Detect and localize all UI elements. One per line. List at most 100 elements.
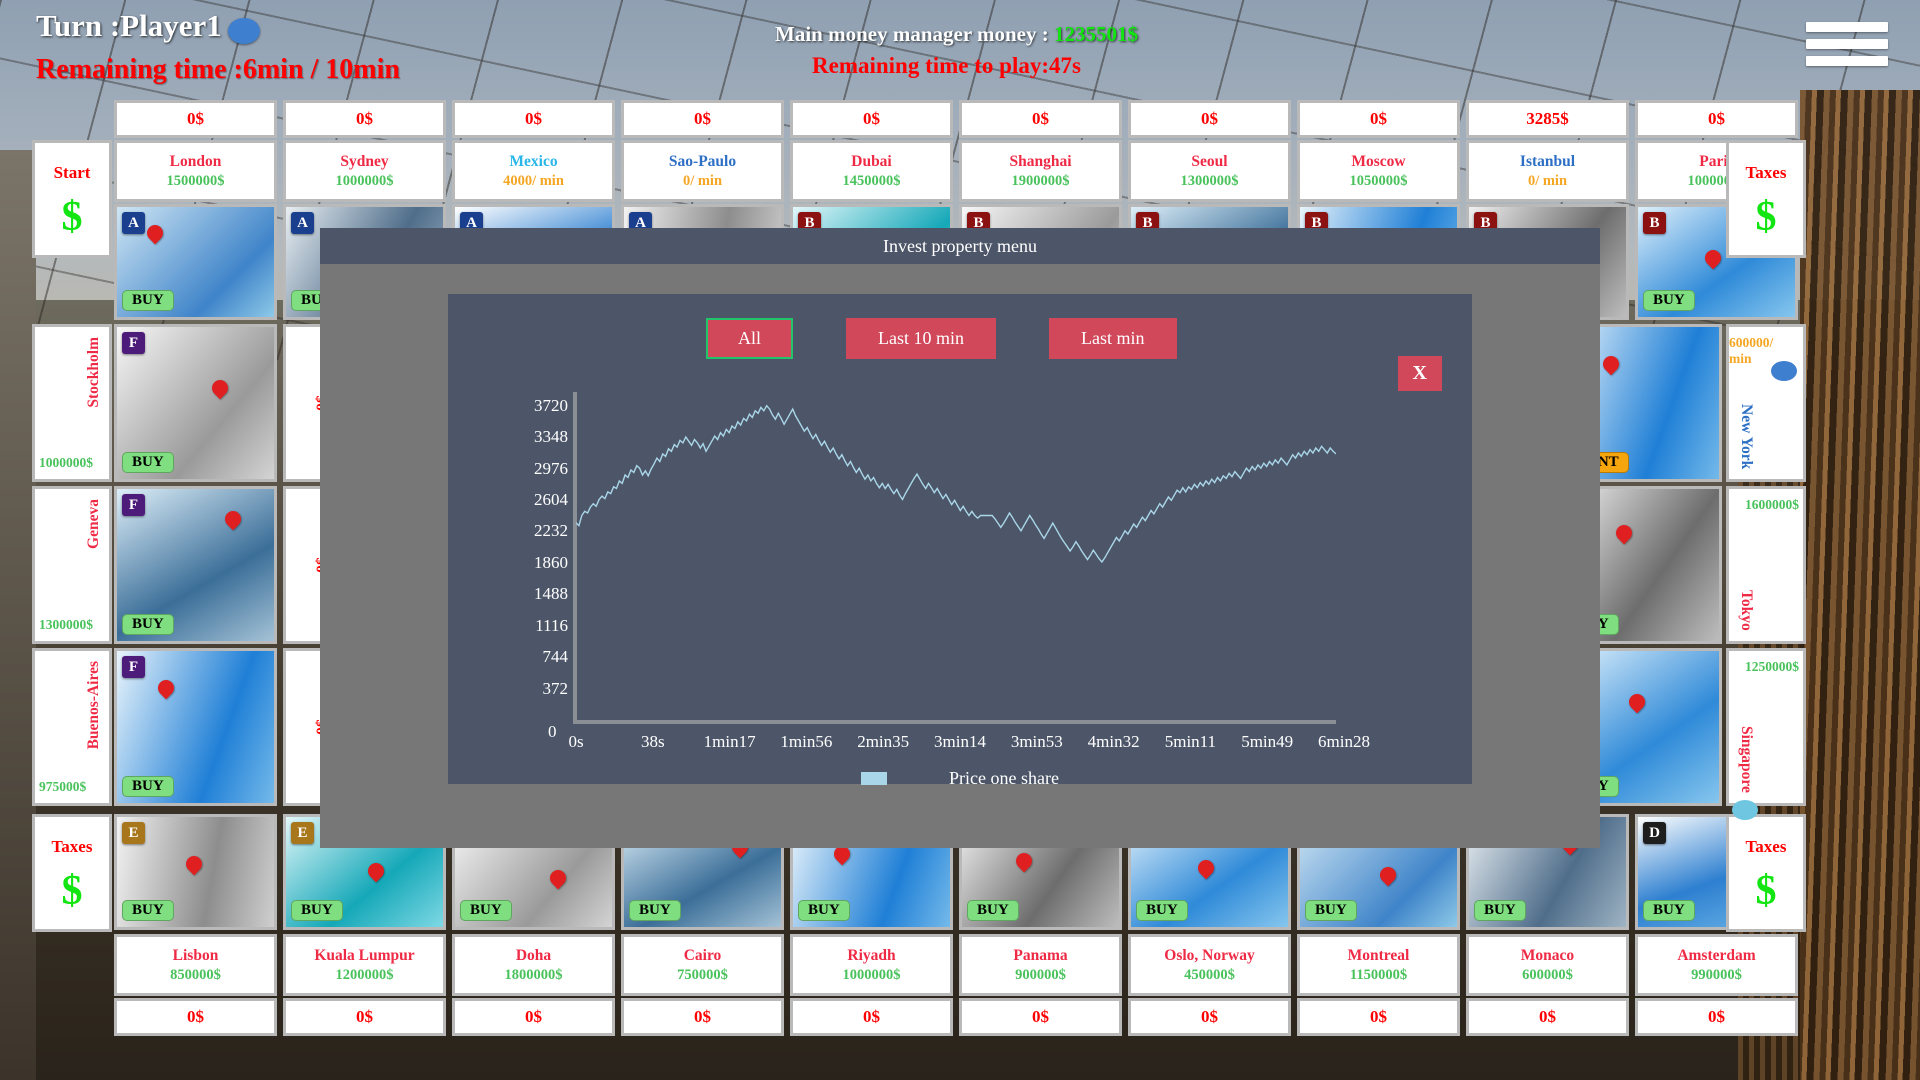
property-name-card-right[interactable]: 1250000$ Singapore — [1726, 648, 1806, 806]
buy-button[interactable]: BUY — [967, 900, 1019, 921]
buy-button[interactable]: BUY — [122, 776, 174, 797]
property-name-card-left[interactable]: Stockholm 1000000$ — [32, 324, 112, 482]
buy-button[interactable]: BUY — [1136, 900, 1188, 921]
property-price: 1800000$ — [504, 966, 563, 983]
property-price: 600000$ — [1522, 966, 1573, 983]
corner-taxes-top[interactable]: Taxes $ — [1726, 140, 1806, 258]
chart-y-tick-label: 744 — [542, 647, 569, 667]
property-name-card-top[interactable]: Shanghai 1900000$ — [959, 140, 1122, 202]
chart-x-tick-label: 5min11 — [1164, 732, 1217, 751]
property-city-name: Amsterdam — [1677, 947, 1756, 965]
buy-button[interactable]: BUY — [629, 900, 681, 921]
owner-price-bottom: 0$ — [959, 998, 1122, 1036]
property-tile-bottom[interactable]: E BUY — [114, 814, 277, 930]
property-tile-left[interactable]: F BUY — [114, 648, 277, 806]
property-price: 1900000$ — [1011, 172, 1070, 189]
property-price: 1250000$ — [1745, 659, 1799, 674]
corner-start[interactable]: Start $ — [32, 140, 112, 258]
property-name-card-bottom[interactable]: Amsterdam 990000$ — [1635, 934, 1798, 996]
property-name-card-top[interactable]: London 1500000$ — [114, 140, 277, 202]
property-name-card-top[interactable]: Sao-Paulo 0/ min — [621, 140, 784, 202]
buy-button[interactable]: BUY — [1643, 900, 1695, 921]
buy-button[interactable]: BUY — [1643, 290, 1695, 311]
owner-price-top: 0$ — [452, 100, 615, 138]
share-price-chart: 3720 3348 2976 2604 2232 1860 1488 1116 744 372 0… — [448, 390, 1472, 789]
owner-price-bottom: 0$ — [114, 998, 277, 1036]
property-group-badge-A: A — [122, 212, 145, 234]
property-city-name: Oslo, Norway — [1164, 947, 1255, 965]
range-button-all[interactable]: All — [706, 318, 794, 359]
chart-x-tick-label: 1min17 — [703, 732, 756, 751]
chart-plot-area — [575, 390, 1337, 720]
remaining-turn-time: Remaining time :6min / 10min — [36, 54, 400, 85]
buy-button[interactable]: BUY — [122, 614, 174, 635]
buy-button[interactable]: BUY — [460, 900, 512, 921]
property-group-badge-E: E — [122, 822, 145, 844]
property-group-badge-F: F — [122, 494, 145, 516]
property-name-card-bottom[interactable]: Cairo 750000$ — [621, 934, 784, 996]
owner-price-top: 3285$ — [1466, 100, 1629, 138]
chart-y-tick-label: 1860 — [534, 552, 568, 572]
range-button-last-min[interactable]: Last min — [1049, 318, 1177, 359]
buy-button[interactable]: BUY — [291, 900, 343, 921]
hamburger-menu-icon[interactable] — [1806, 16, 1888, 72]
property-name-card-top[interactable]: Moscow 1050000$ — [1297, 140, 1460, 202]
buy-button[interactable]: BUY — [122, 900, 174, 921]
property-name-card-bottom[interactable]: Panama 900000$ — [959, 934, 1122, 996]
property-price: 1000000$ — [842, 966, 901, 983]
buy-button[interactable]: BUY — [122, 452, 174, 473]
property-tile-top[interactable]: A BUY — [114, 204, 277, 320]
buy-button[interactable]: BUY — [1305, 900, 1357, 921]
corner-taxes-bottom-right[interactable]: Taxes $ — [1726, 814, 1806, 932]
property-city-name: Shanghai — [1009, 153, 1072, 171]
chart-legend: Price one share — [448, 768, 1472, 789]
property-name-card-top[interactable]: Sydney 1000000$ — [283, 140, 446, 202]
property-name-card-bottom[interactable]: Lisbon 850000$ — [114, 934, 277, 996]
property-name-card-top[interactable]: Mexico 4000/ min — [452, 140, 615, 202]
property-name-card-top[interactable]: Seoul 1300000$ — [1128, 140, 1291, 202]
property-name-card-bottom[interactable]: Kuala Lumpur 1200000$ — [283, 934, 446, 996]
manager-money-value: 1235501$ — [1054, 22, 1138, 46]
close-button[interactable]: X — [1397, 356, 1442, 391]
property-city-name: Kuala Lumpur — [314, 947, 415, 965]
buy-button[interactable]: BUY — [798, 900, 850, 921]
corner-taxes-bottom-left[interactable]: Taxes $ — [32, 814, 112, 932]
dollar-symbol-icon: $ — [1755, 868, 1777, 915]
property-name-card-right[interactable]: 1600000$ Tokyo — [1726, 486, 1806, 644]
property-tile-left[interactable]: F BUY — [114, 324, 277, 482]
chart-y-tick-label: 3348 — [534, 427, 568, 447]
chart-x-tick-label: 4min32 — [1087, 732, 1140, 751]
property-price: 1300000$ — [39, 617, 93, 632]
hamburger-bar — [1806, 39, 1888, 49]
property-city-name: Riyadh — [847, 947, 896, 965]
property-name-card-bottom[interactable]: Montreal 1150000$ — [1297, 934, 1460, 996]
buy-button[interactable]: BUY — [1474, 900, 1526, 921]
property-price: 1600000$ — [1745, 497, 1799, 512]
dollar-symbol-icon: $ — [1755, 194, 1777, 241]
property-city-name: Cairo — [683, 947, 722, 965]
property-name-card-left[interactable]: Geneva 1300000$ — [32, 486, 112, 644]
property-price: 1200000$ — [335, 966, 394, 983]
property-city-name: Doha — [515, 947, 552, 965]
property-name-card-top[interactable]: Istanbul 0/ min — [1466, 140, 1629, 202]
range-button-last-10-min[interactable]: Last 10 min — [846, 318, 997, 359]
corner-label: Taxes — [1745, 837, 1787, 857]
property-name-card-bottom[interactable]: Doha 1800000$ — [452, 934, 615, 996]
dollar-symbol-icon: $ — [61, 194, 83, 241]
chart-y-axis-labels: 3720 3348 2976 2604 2232 1860 1488 1116 744 372 — [478, 390, 568, 720]
invest-property-modal: Invest property menu All Last 10 min Last … — [320, 228, 1600, 848]
property-name-card-bottom[interactable]: Riyadh 1000000$ — [790, 934, 953, 996]
property-group-badge-F: F — [122, 332, 145, 354]
property-tile-left[interactable]: F BUY — [114, 486, 277, 644]
property-name-card-bottom[interactable]: Monaco 600000$ — [1466, 934, 1629, 996]
property-name-card-left[interactable]: Buenos-Aires 975000$ — [32, 648, 112, 806]
property-name-card-right[interactable]: 600000/ min New York — [1726, 324, 1806, 482]
property-name-card-top[interactable]: Dubai 1450000$ — [790, 140, 953, 202]
buy-button[interactable]: BUY — [122, 290, 174, 311]
property-price: 900000$ — [1015, 966, 1066, 983]
chart-x-tick-label: 3min14 — [934, 732, 986, 751]
property-name-card-bottom[interactable]: Oslo, Norway 450000$ — [1128, 934, 1291, 996]
property-price: 1150000$ — [1349, 966, 1408, 983]
property-price: 1050000$ — [1349, 172, 1408, 189]
corner-label: Start — [53, 163, 91, 183]
